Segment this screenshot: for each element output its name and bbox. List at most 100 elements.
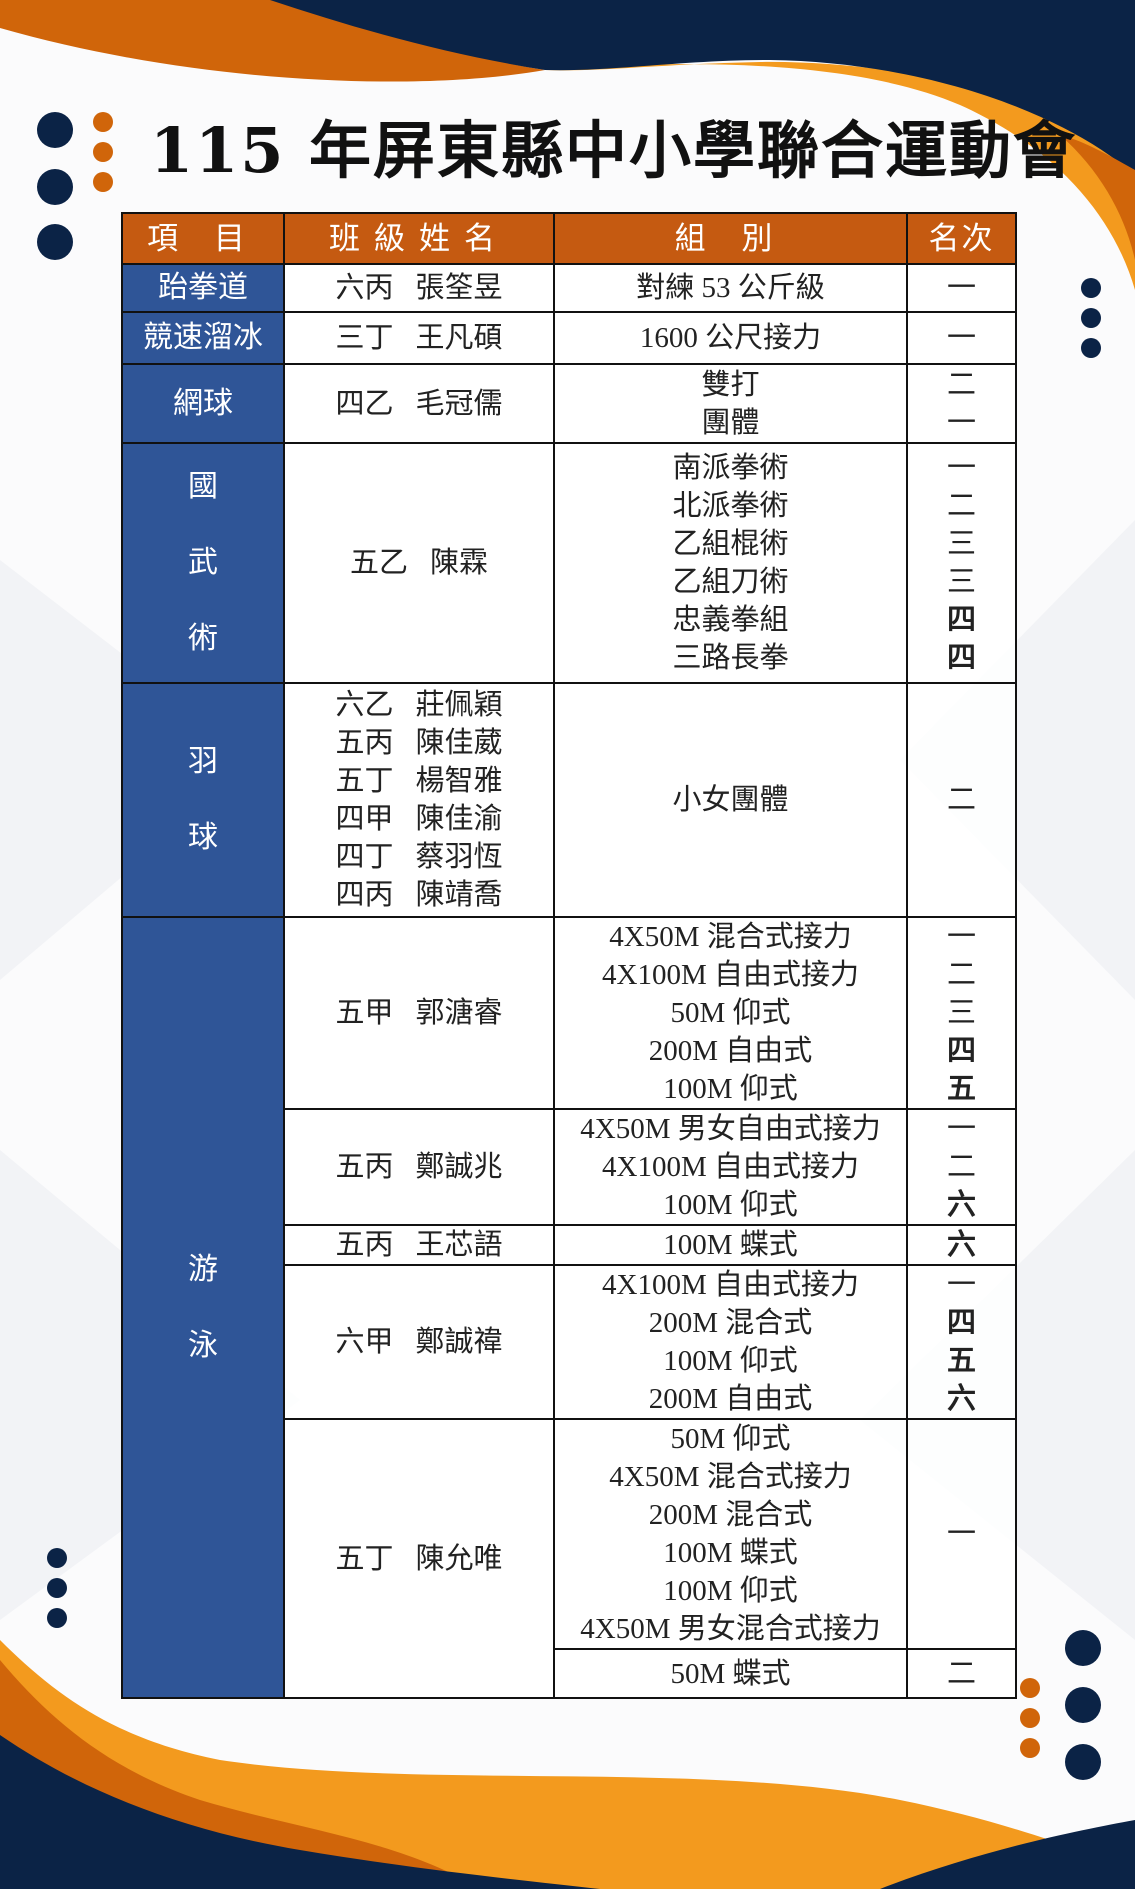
- event-cell: 跆拳道: [121, 263, 285, 313]
- group-name: 團體: [701, 406, 760, 439]
- group-name: 北派拳術: [672, 490, 789, 522]
- group-name: 200M 自由式: [648, 1035, 813, 1067]
- rank-value: 四: [946, 642, 976, 674]
- group-name: 4X100M 自由式接力: [602, 1269, 859, 1301]
- table-row: 游泳 五甲 郭溏睿 4X50M 混合式接力 4X100M 自由式接力 50M 仰式 200M…: [121, 916, 1017, 1699]
- student-line: 五甲 郭溏睿: [285, 994, 553, 1032]
- rank-value: 一: [946, 406, 976, 439]
- dots-right: [1081, 278, 1101, 358]
- student-name: 王凡碩: [415, 322, 503, 354]
- rank-value: 四: [946, 1035, 976, 1067]
- group-name: 4X50M 男女混合式接力: [580, 1613, 881, 1645]
- group-name: 雙打: [701, 368, 760, 401]
- student-class: 四丙: [335, 879, 394, 911]
- rank-value: 一: [946, 921, 976, 953]
- rank-cell: 一: [906, 311, 1017, 365]
- student-cell: 五丙 王芯語: [283, 1224, 555, 1266]
- student-line: 五丁 陳允唯: [285, 1540, 553, 1578]
- table-row: 國武術 五乙 陳霖 南派拳術 北派拳術 乙組棍術 乙組刀術 忠義拳組 三路長拳一二三三四四: [121, 442, 1017, 684]
- event-label: 網球: [173, 386, 233, 420]
- rank-value: 二: [946, 1151, 976, 1183]
- dots-top-left: [37, 112, 113, 260]
- student-line: 五丁 楊智雅: [285, 762, 553, 800]
- table-row: 網球 四乙 毛冠儒 雙打 團體二一: [121, 363, 1017, 444]
- student-cell: 五乙 陳霖: [283, 442, 555, 684]
- group-name: 乙組棍術: [672, 528, 789, 560]
- student-name: 陳靖喬: [415, 879, 503, 911]
- student-cell: 六乙 莊佩穎 五丙 陳佳葳 五丁 楊智雅 四甲 陳佳渝 四丁 蔡羽恆 四丙 陳靖喬: [283, 682, 555, 918]
- rank-value: 一: [946, 1518, 976, 1550]
- student-line: 五乙 陳霖: [285, 544, 553, 582]
- header-event: 項 目: [121, 212, 285, 265]
- rank-value: 六: [946, 1189, 976, 1221]
- student-name: 鄭誠禕: [415, 1326, 503, 1358]
- student-cell: 五丙 鄭誠兆: [283, 1108, 555, 1226]
- student-name: 蔡羽恆: [415, 841, 503, 873]
- group-cell: 小女團體: [553, 682, 908, 918]
- event-label: 游泳: [188, 1252, 218, 1362]
- student-class: 五丙: [335, 727, 394, 759]
- event-cell: 國武術: [121, 442, 285, 684]
- table-row: 六甲 鄭誠禕 4X100M 自由式接力 200M 混合式 100M 仰式 200M 自由式…: [122, 1264, 1017, 1420]
- rank-value: 四: [946, 1307, 976, 1339]
- table-row: 五丙 鄭誠兆 4X50M 男女自由式接力 4X100M 自由式接力 100M 仰式 一二六: [122, 1108, 1017, 1226]
- rank-value: 二: [946, 490, 976, 522]
- group-name: 4X50M 混合式接力: [609, 921, 852, 953]
- student-cell: 六丙 張筌昱: [283, 263, 555, 313]
- rank-value: 六: [946, 1383, 976, 1415]
- rank-value: 一: [946, 272, 976, 304]
- rank-cell: 一二三三四四: [906, 442, 1017, 684]
- event-cell: 競速溜冰: [121, 311, 285, 365]
- student-class: 六乙: [335, 689, 394, 721]
- rank-value: 一: [946, 1269, 976, 1301]
- student-class: 四甲: [335, 803, 394, 835]
- student-class: 五丙: [335, 1151, 394, 1183]
- group-name: 200M 自由式: [648, 1383, 813, 1415]
- student-cell: 三丁 王凡碩: [283, 311, 555, 365]
- header-student: 班級姓名: [283, 212, 555, 265]
- student-line: 四甲 陳佳渝: [285, 800, 553, 838]
- event-label: 競速溜冰: [143, 321, 263, 354]
- rank-cell: 一: [906, 263, 1017, 313]
- student-cell: 五丁 陳允唯: [283, 1418, 555, 1699]
- group-name: 對練 53 公斤級: [636, 272, 825, 304]
- page-title: 115 年屏東縣中小學聯合運動會: [150, 114, 1078, 187]
- rank-value: 五: [946, 1345, 976, 1377]
- group-name: 100M 仰式: [663, 1189, 798, 1221]
- dots-bottom-left: [47, 1548, 67, 1628]
- event-cell: 游泳: [121, 916, 285, 1699]
- group-name: 100M 仰式: [663, 1345, 798, 1377]
- table-row: 50M 蝶式 二: [122, 1648, 1017, 1699]
- rank-cell: 二: [906, 1648, 1017, 1699]
- student-name: 陳允唯: [415, 1542, 503, 1575]
- student-name: 楊智雅: [415, 765, 503, 797]
- group-name: 50M 仰式: [670, 997, 791, 1029]
- student-cell: 六甲 鄭誠禕: [283, 1264, 555, 1420]
- group-name: 4X100M 自由式接力: [602, 1151, 859, 1183]
- group-name: 南派拳術: [672, 452, 789, 484]
- student-class: 四乙: [335, 387, 394, 420]
- group-name: 100M 仰式: [663, 1073, 798, 1105]
- event-label: 羽球: [188, 745, 218, 854]
- rank-value: 三: [946, 566, 976, 598]
- header-group: 組 別: [553, 212, 908, 265]
- group-name: 1600 公尺接力: [639, 322, 822, 354]
- student-name: 陳佳葳: [415, 727, 503, 759]
- group-name: 4X100M 自由式接力: [602, 959, 859, 991]
- student-line: 五丙 王芯語: [285, 1226, 553, 1264]
- student-name: 陳佳渝: [415, 803, 503, 835]
- dots-bottom-right: [1020, 1630, 1101, 1780]
- right-orange-edge: [1060, 135, 1135, 260]
- rank-value: 二: [946, 1657, 976, 1690]
- student-class: 四丁: [335, 841, 394, 873]
- student-class: 五丁: [335, 765, 394, 797]
- group-name: 100M 蝶式: [663, 1537, 798, 1569]
- group-name: 50M 蝶式: [670, 1657, 791, 1690]
- student-name: 王芯語: [415, 1229, 503, 1261]
- student-line: 五丙 陳佳葳: [285, 724, 553, 762]
- event-cell: 羽球: [121, 682, 285, 918]
- bottom-navy-wave: [0, 1735, 600, 1889]
- results-table: 項 目 班級姓名 組 別 名次 跆拳道 六丙 張筌昱 對練 53 公斤級一競速溜冰 三丁…: [121, 212, 1017, 1699]
- top-orange-wave: [0, 0, 545, 82]
- student-class: 五乙: [349, 547, 408, 579]
